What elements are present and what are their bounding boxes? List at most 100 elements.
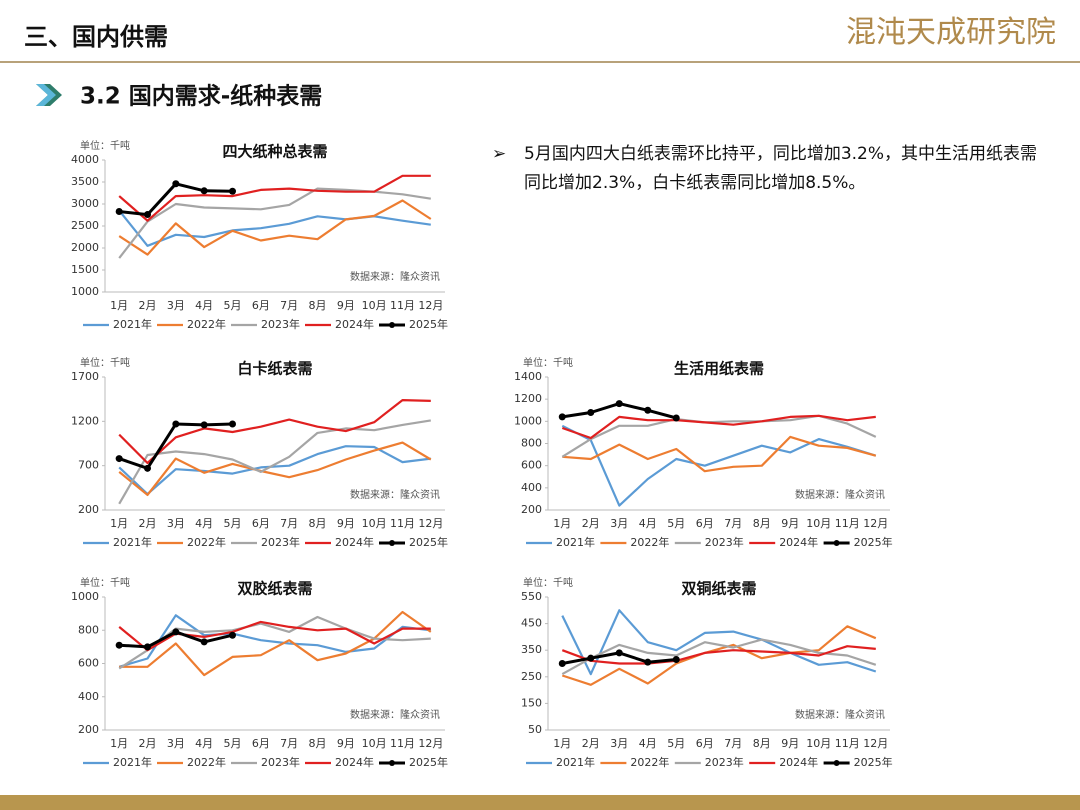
x-tick-label: 4月: [195, 737, 213, 750]
x-tick-label: 7月: [280, 737, 298, 750]
legend-label: 2023年: [261, 535, 300, 549]
bullet-text: ➢ 5月国内四大白纸表需环比持平，同比增加3.2%，其中生活用纸表需同比增加2.3…: [492, 140, 1052, 198]
x-tick-label: 7月: [724, 737, 742, 750]
x-tick-label: 9月: [337, 517, 355, 530]
series-line: [118, 174, 431, 222]
legend-label: 2024年: [779, 535, 818, 549]
source-label: 数据来源：隆众资讯: [350, 708, 440, 721]
x-tick-label: 2月: [139, 299, 157, 312]
y-tick-label: 700: [78, 459, 99, 472]
y-tick-label: 200: [521, 503, 542, 516]
x-tick-label: 4月: [195, 517, 213, 530]
x-tick-label: 9月: [781, 737, 799, 750]
series-marker: [672, 414, 680, 422]
y-tick-label: 1500: [71, 263, 99, 276]
x-tick-label: 5月: [224, 517, 242, 530]
legend-label: 2024年: [335, 535, 374, 549]
legend-label: 2022年: [187, 755, 226, 769]
y-tick-label: 1000: [71, 285, 99, 298]
y-tick-label: 150: [521, 696, 542, 709]
legend-marker: [833, 540, 840, 546]
x-tick-label: 6月: [252, 299, 270, 312]
x-tick-label: 5月: [224, 299, 242, 312]
x-tick-label: 8月: [753, 737, 771, 750]
legend-label: 2022年: [187, 317, 226, 331]
legend-label: 2021年: [113, 535, 152, 549]
source-label: 数据来源：隆众资讯: [350, 488, 440, 501]
series-line: [561, 645, 876, 665]
x-tick-label: 12月: [418, 299, 443, 312]
legend-label: 2021年: [556, 755, 595, 769]
series-marker: [229, 187, 236, 195]
y-tick-label: 600: [521, 459, 542, 472]
legend-label: 2025年: [409, 317, 448, 331]
series-marker: [558, 413, 566, 421]
x-tick-label: 8月: [309, 737, 327, 750]
y-tick-label: 200: [78, 503, 99, 516]
x-tick-label: 10月: [806, 517, 831, 530]
legend-label: 2021年: [113, 755, 152, 769]
chart-title: 四大纸种总表需: [222, 143, 327, 161]
x-tick-label: 12月: [863, 517, 888, 530]
series-marker: [115, 207, 123, 215]
series-marker: [200, 421, 208, 429]
y-tick-label: 1000: [514, 414, 542, 427]
x-tick-label: 10月: [362, 299, 387, 312]
x-tick-label: 7月: [280, 517, 298, 530]
chart-title: 生活用纸表需: [674, 360, 764, 378]
x-tick-label: 2月: [139, 737, 157, 750]
y-tick-label: 350: [521, 643, 542, 656]
x-tick-label: 2月: [582, 737, 600, 750]
series-line: [562, 435, 877, 473]
legend-label: 2023年: [705, 535, 744, 549]
series-marker: [229, 631, 236, 639]
y-tick-label: 4000: [71, 153, 99, 166]
y-tick-label: 400: [78, 690, 99, 703]
x-tick-label: 6月: [252, 517, 270, 530]
legend-label: 2025年: [854, 535, 893, 549]
x-tick-label: 5月: [667, 737, 685, 750]
y-tick-label: 200: [78, 723, 99, 736]
legend-label: 2024年: [335, 317, 374, 331]
legend-label: 2024年: [335, 755, 374, 769]
series-marker: [587, 654, 595, 662]
bullet-marker: ➢: [492, 144, 507, 164]
x-tick-label: 3月: [167, 299, 185, 312]
series-line: [561, 424, 877, 507]
y-tick-label: 600: [78, 657, 99, 670]
series-marker: [644, 406, 652, 414]
section-title: 三、国内供需: [24, 23, 168, 51]
y-tick-label: 800: [521, 437, 542, 450]
legend-label: 2021年: [113, 317, 152, 331]
logo: 混沌天成研究院: [846, 15, 1056, 50]
header-rule: [0, 61, 1080, 63]
x-tick-label: 5月: [224, 737, 242, 750]
series-marker: [144, 464, 151, 472]
source-label: 数据来源：隆众资讯: [795, 708, 885, 721]
series-line: [561, 638, 877, 676]
series-line: [118, 399, 431, 465]
legend-marker: [833, 760, 840, 766]
x-tick-label: 2月: [582, 517, 600, 530]
unit-label: 单位：千吨: [523, 356, 573, 369]
x-tick-label: 12月: [418, 737, 443, 750]
series-marker: [144, 211, 151, 219]
x-tick-label: 11月: [390, 299, 415, 312]
y-tick-label: 400: [521, 481, 542, 494]
unit-label: 单位：千吨: [80, 139, 130, 152]
legend-marker: [389, 322, 395, 328]
x-tick-label: 1月: [553, 517, 571, 530]
x-tick-label: 1月: [110, 299, 128, 312]
x-tick-label: 6月: [696, 737, 714, 750]
legend-label: 2023年: [705, 755, 744, 769]
series-marker: [200, 638, 208, 646]
x-tick-label: 12月: [418, 517, 443, 530]
x-tick-label: 11月: [835, 517, 860, 530]
x-tick-label: 1月: [553, 737, 571, 750]
x-tick-label: 5月: [667, 517, 685, 530]
x-tick-label: 6月: [252, 737, 270, 750]
y-tick-label: 1400: [514, 370, 542, 383]
x-tick-label: 9月: [781, 517, 799, 530]
x-tick-label: 8月: [753, 517, 771, 530]
